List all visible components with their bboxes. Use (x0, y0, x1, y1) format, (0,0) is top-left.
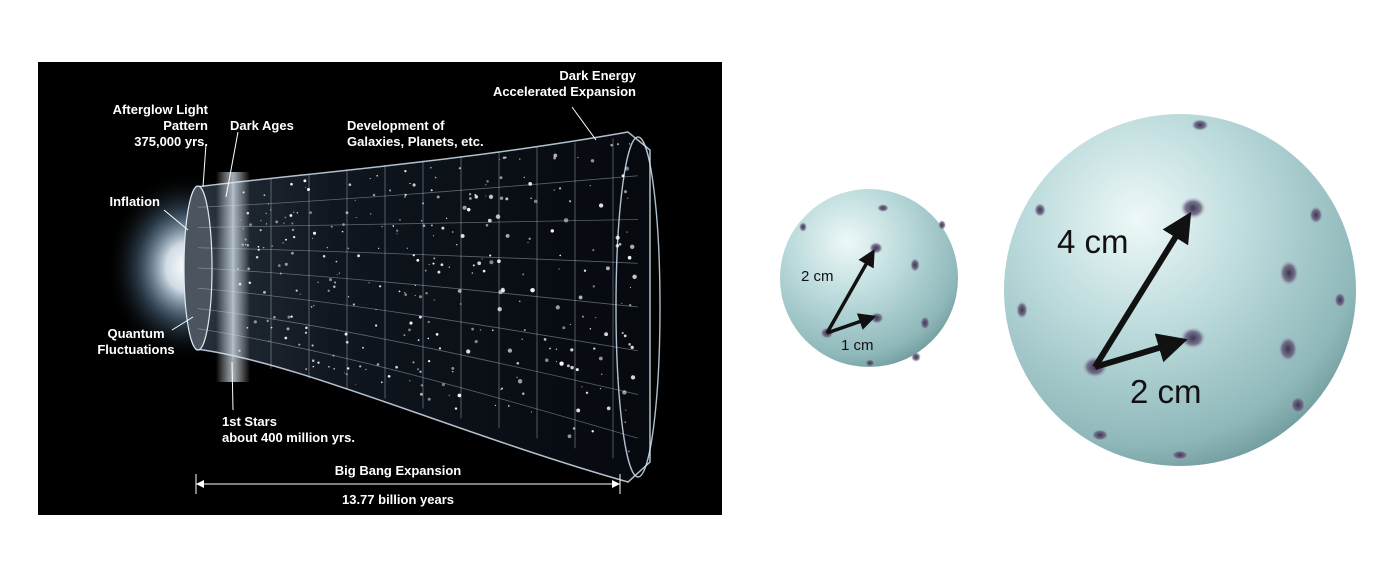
large-sphere-long-label: 4 cm (1057, 223, 1129, 260)
large-sphere-long-arrow (1092, 211, 1192, 369)
spheres-graphic (780, 114, 1356, 466)
expansion-cone (195, 131, 651, 483)
large-sphere (1004, 114, 1356, 466)
inflation-pointer (163, 209, 189, 231)
small-sphere-galaxies (799, 204, 946, 367)
large-sphere-short-arrow (1094, 333, 1188, 370)
quantum-label: Quantum Fluctuations (97, 326, 175, 357)
universe-expansion-graphic (106, 106, 661, 494)
afterglow-label: Afterglow Light Pattern 375,000 yrs. (112, 102, 208, 149)
dark-ages-pointer (225, 131, 239, 198)
dark-energy-pointer (571, 106, 597, 141)
inflation-label: Inflation (109, 194, 160, 209)
small-sphere-long-label: 2 cm (801, 268, 834, 285)
big-bang-expansion-label: Big Bang Expansion (334, 463, 462, 478)
small-sphere-short-arrow (826, 313, 877, 335)
dark-energy-label: Dark Energy Accelerated Expansion (492, 68, 636, 99)
expanding-sphere-analogy: 2 cm 1 cm 4 cm 2 cm (770, 105, 1370, 475)
small-sphere (780, 189, 958, 367)
galaxy-field (237, 143, 637, 453)
development-label: Development of Galaxies, Planets, etc. (347, 118, 484, 149)
large-sphere-short-label: 2 cm (1130, 373, 1202, 410)
afterglow-disk (183, 185, 213, 351)
dark-ages-label: Dark Ages (230, 118, 294, 133)
quantum-pointer (171, 316, 194, 331)
first-stars-band (216, 172, 250, 382)
pointer-lines (163, 106, 597, 411)
small-sphere-long-arrow (825, 248, 875, 334)
first-stars-label: 1st Stars about 400 million yrs. (222, 414, 355, 445)
small-sphere-short-label: 1 cm (841, 337, 874, 354)
afterglow-pointer (202, 143, 207, 188)
first-stars-pointer (231, 361, 234, 411)
expansion-dimension-arrow (195, 474, 621, 494)
end-of-cone (615, 136, 661, 478)
universe-timeline-diagram: Afterglow Light Pattern 375,000 yrs. Dar… (38, 62, 722, 515)
duration-label: 13.77 billion years (341, 492, 454, 507)
